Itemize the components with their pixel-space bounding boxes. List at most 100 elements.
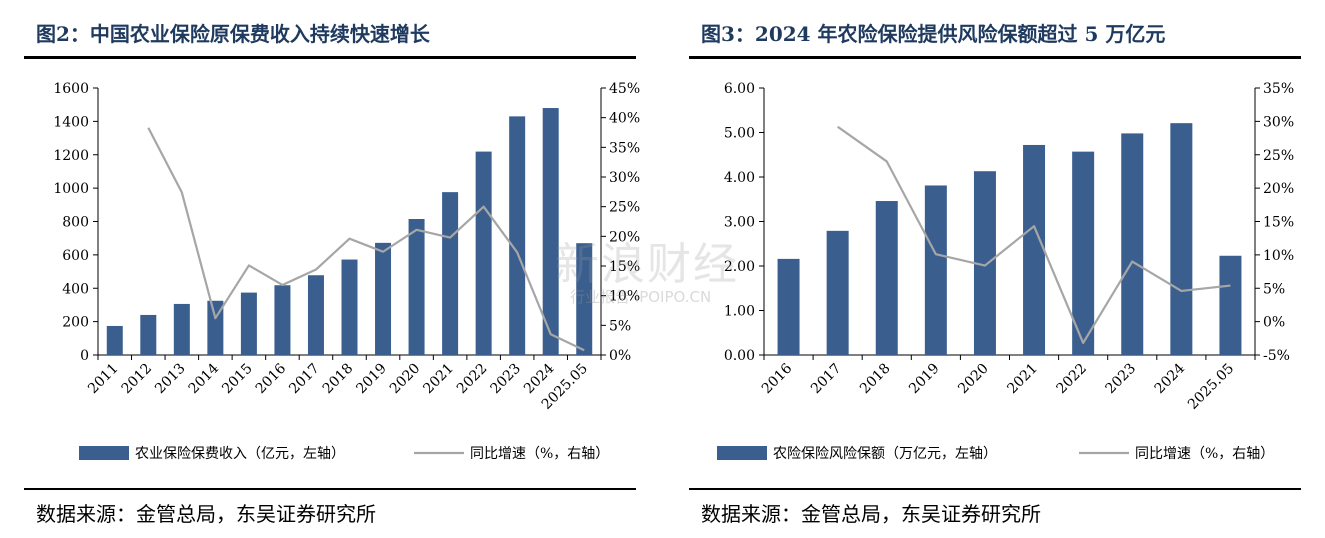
x-tick-label: 2022 — [454, 361, 491, 398]
y-tick-label-right: 10% — [609, 289, 640, 305]
y-tick-label-left: 1200 — [53, 148, 89, 164]
y-tick-label-left: 4.00 — [724, 170, 755, 186]
bar — [1121, 133, 1144, 355]
bar — [1170, 123, 1193, 355]
chart-panel-fig2: 图2：中国农业保险原保费收入持续快速增长 0 200 400 600 800 1000 12… — [24, 0, 640, 538]
bar — [973, 171, 996, 355]
y-tick-label-right: 25% — [609, 200, 640, 216]
bar — [106, 325, 123, 355]
y-tick-label-right: 25% — [1263, 148, 1294, 164]
y-tick-label-right: 5% — [1263, 281, 1285, 297]
bar — [1072, 151, 1095, 355]
watermark-text: 行业报告 IPOIPO.CN — [570, 288, 712, 306]
legend-bar-swatch — [79, 446, 129, 460]
bar — [475, 151, 492, 355]
y-tick-label-right: 5% — [609, 318, 631, 334]
x-tick-label: 2021 — [1004, 361, 1041, 398]
y-tick-label-left: 6.00 — [724, 81, 755, 97]
y-tick-label-right: 10% — [1263, 248, 1294, 264]
y-tick-label-left: 400 — [62, 281, 89, 297]
y-tick-label-left: 1600 — [53, 81, 89, 97]
title-divider — [689, 56, 1301, 59]
bar — [875, 201, 898, 355]
bar — [341, 259, 358, 355]
y-tick-label-right: 0% — [609, 348, 631, 364]
y-tick-label-right: 45% — [609, 81, 640, 97]
y-tick-label-left: 0.00 — [724, 348, 755, 364]
x-tick-label: 2021 — [420, 361, 457, 398]
chart-source: 数据来源：金管总局，东吴证券研究所 — [36, 502, 376, 526]
x-tick-label: 2016 — [253, 360, 290, 397]
bar — [408, 218, 425, 355]
y-tick-label-left: 1.00 — [724, 304, 755, 320]
x-tick-label: 2018 — [857, 361, 894, 398]
legend-bar-swatch — [717, 446, 767, 460]
x-tick-label: 2012 — [119, 361, 156, 398]
bar — [307, 275, 324, 355]
x-tick-label: 2018 — [320, 361, 357, 398]
y-tick-label-right: 0% — [1263, 315, 1285, 331]
bar — [173, 303, 190, 355]
legend-bar-label: 农险保险风险保额（万亿元，左轴） — [773, 446, 997, 462]
source-divider — [689, 488, 1301, 490]
bar — [140, 314, 157, 355]
y-tick-label-right: 30% — [1263, 114, 1294, 130]
x-tick-label: 2019 — [353, 361, 390, 398]
bar — [509, 116, 526, 356]
x-tick-label: 2017 — [286, 361, 323, 398]
y-tick-label-right: 15% — [1263, 215, 1294, 231]
source-divider — [24, 488, 636, 490]
y-tick-label-right: 40% — [609, 111, 640, 127]
chart-title: 图2：中国农业保险原保费收入持续快速增长 — [36, 22, 430, 46]
x-tick-label: 2011 — [85, 361, 122, 398]
y-tick-label-left: 1000 — [53, 181, 89, 197]
title-divider — [24, 56, 636, 59]
bar — [542, 108, 559, 356]
x-tick-label: 2020 — [387, 361, 424, 398]
y-tick-label-right: 35% — [1263, 81, 1294, 97]
bar — [274, 285, 291, 355]
y-tick-label-left: 800 — [62, 215, 89, 231]
x-tick-label: 2023 — [1103, 361, 1140, 398]
x-tick-label: 2024 — [1152, 360, 1189, 397]
x-tick-label: 2015 — [219, 361, 256, 398]
bar — [1219, 255, 1242, 355]
bar — [777, 258, 800, 355]
x-tick-label: 2022 — [1053, 361, 1090, 398]
y-tick-label-left: 1400 — [53, 114, 89, 130]
legend-line-label: 同比增速（%，右轴） — [470, 446, 609, 462]
y-tick-label-right: 35% — [609, 140, 640, 156]
y-tick-label-right: 30% — [609, 170, 640, 186]
chart-panel-fig3: 图3：2024 年农险保险提供风险保额超过 5 万亿元 0.00 1.00 2.00… — [689, 0, 1301, 538]
bar — [576, 243, 593, 355]
x-tick-label: 2014 — [186, 360, 223, 397]
watermark-logo: 新浪财经 — [555, 239, 739, 290]
y-tick-label-right: -5% — [1263, 348, 1290, 364]
y-tick-label-right: 20% — [609, 229, 640, 245]
chart-fig3: 0.00 1.00 2.00 3.00 4.00 5.00 6.00 -5% 0% 5% 10% 15… — [717, 81, 1294, 462]
chart-source: 数据来源：金管总局，东吴证券研究所 — [701, 502, 1041, 526]
x-tick-label: 2025.05 — [1185, 361, 1237, 413]
legend-line-label: 同比增速（%，右轴） — [1135, 446, 1274, 462]
series-line — [147, 127, 585, 352]
y-tick-label-right: 20% — [1263, 181, 1294, 197]
y-tick-label-left: 600 — [62, 248, 89, 264]
x-tick-label: 2023 — [487, 361, 524, 398]
y-tick-label-left: 5.00 — [724, 126, 755, 142]
bar — [442, 192, 459, 355]
y-tick-label-left: 3.00 — [724, 215, 755, 231]
y-tick-label-left: 2.00 — [724, 259, 755, 275]
y-tick-label-left: 200 — [62, 315, 89, 331]
bar — [1023, 144, 1046, 355]
bar — [240, 292, 257, 355]
x-tick-label: 2017 — [808, 361, 845, 398]
legend-bar-label: 农业保险保费收入（亿元，左轴） — [135, 446, 345, 462]
x-tick-label: 2020 — [955, 361, 992, 398]
y-tick-label-left: 0 — [80, 348, 89, 364]
chart-title: 图3：2024 年农险保险提供风险保额超过 5 万亿元 — [701, 22, 1166, 46]
bar — [207, 300, 224, 355]
bar — [375, 242, 392, 355]
bar — [924, 185, 947, 355]
x-tick-label: 2019 — [906, 361, 943, 398]
x-tick-label: 2016 — [759, 360, 796, 397]
